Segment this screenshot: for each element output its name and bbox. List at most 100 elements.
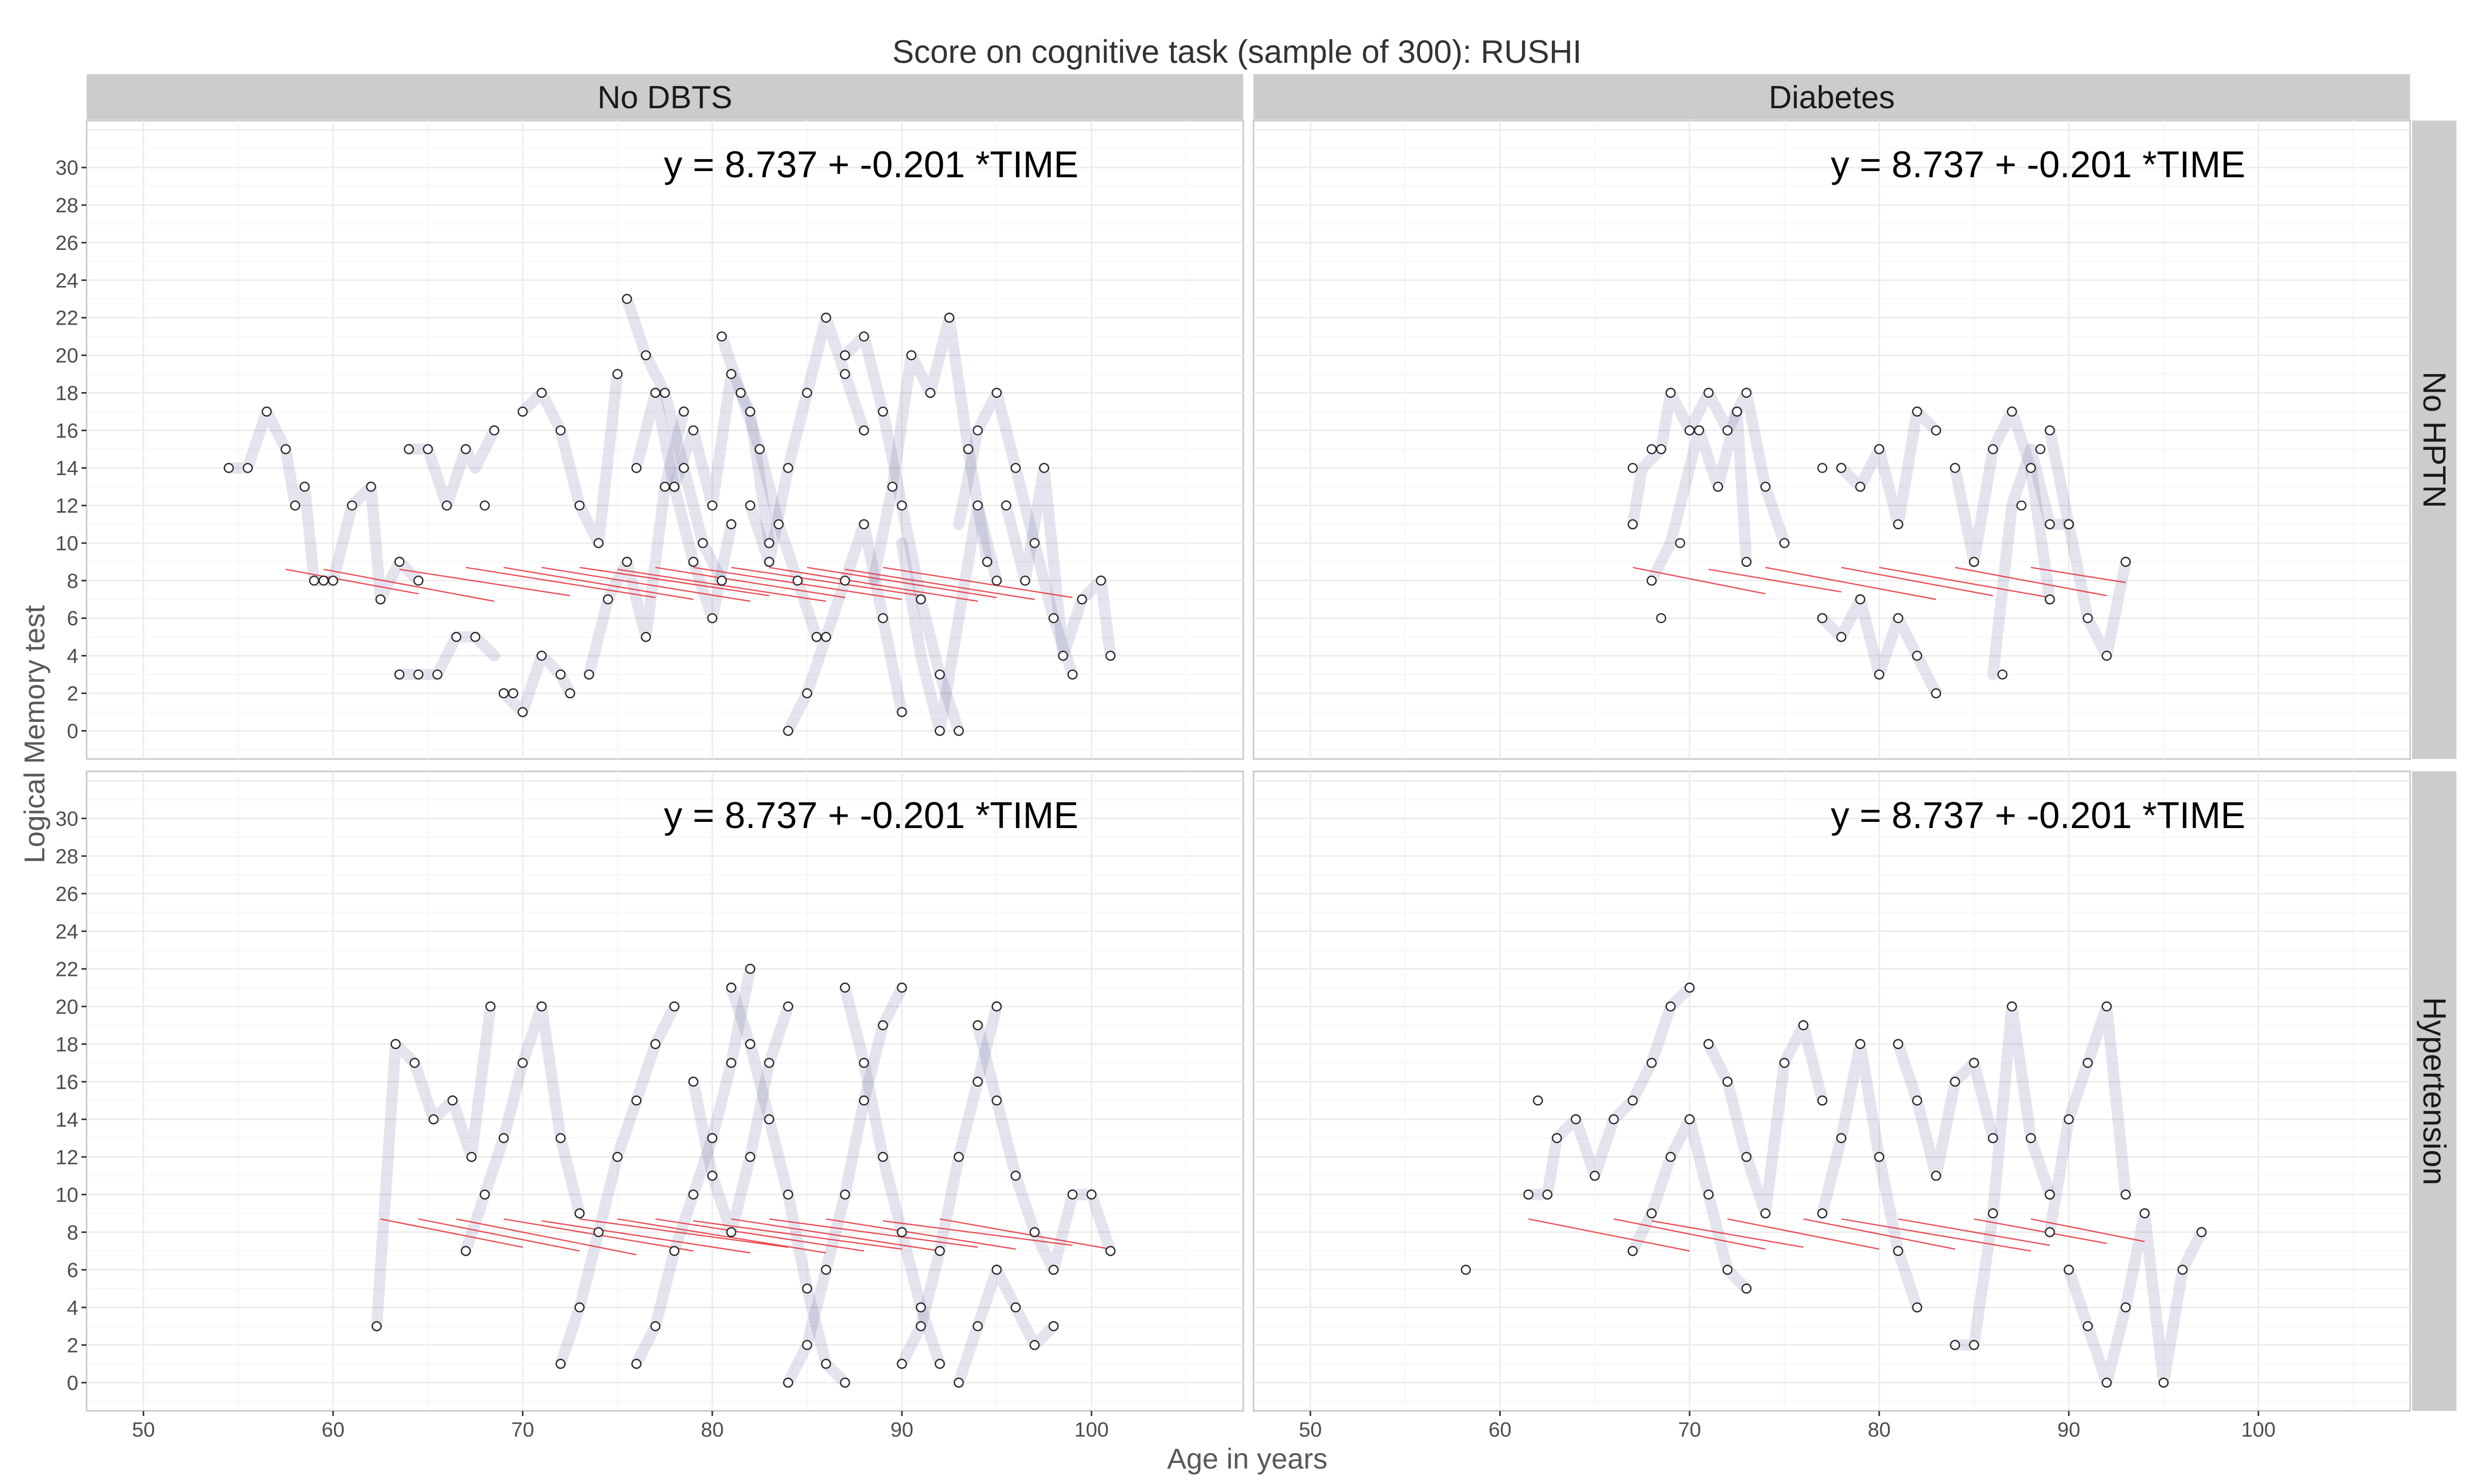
data-point <box>1722 1076 1733 1087</box>
fitted-line <box>1651 1220 1804 1248</box>
data-point <box>404 444 414 454</box>
data-point <box>413 576 424 586</box>
data-point <box>2016 500 2027 511</box>
trajectory-line <box>839 982 946 1370</box>
trajectory-line <box>1949 406 2055 605</box>
y-tick-label: 2 <box>67 1334 78 1357</box>
data-point <box>878 407 888 417</box>
data-point <box>1760 481 1770 492</box>
fitted-line <box>1841 1218 2031 1252</box>
data-point <box>1570 1114 1581 1124</box>
data-point <box>859 519 869 530</box>
x-tick-label: 50 <box>132 1419 155 1441</box>
data-point <box>461 444 471 454</box>
y-tick-label: 30 <box>56 157 79 179</box>
data-point <box>390 1039 401 1049</box>
data-point <box>1741 1152 1752 1162</box>
data-point <box>1893 519 1903 530</box>
fitted-line <box>1898 1218 2050 1246</box>
data-point <box>1048 1264 1059 1275</box>
data-point <box>2082 1058 2093 1068</box>
data-point <box>2196 1227 2207 1237</box>
data-point <box>1732 407 1742 417</box>
fitted-line <box>1613 1218 1766 1250</box>
data-point <box>1067 1189 1078 1200</box>
y-tick-label: 12 <box>56 495 79 517</box>
fitted-line <box>1727 1218 1880 1250</box>
data-point <box>517 707 528 717</box>
trajectory-line <box>1646 406 1752 586</box>
data-point <box>574 500 585 511</box>
data-point <box>641 632 651 642</box>
data-point <box>1656 444 1666 454</box>
y-tick-label: 28 <box>56 845 79 868</box>
data-point <box>1836 463 1847 473</box>
fitted-line <box>2031 567 2126 583</box>
data-point <box>2177 1264 2188 1275</box>
data-point <box>1760 1208 1770 1219</box>
data-point <box>764 1114 775 1124</box>
data-point <box>622 294 632 304</box>
fitted-line <box>882 1220 1073 1246</box>
y-tick-label: 26 <box>56 232 79 255</box>
data-point <box>878 613 888 623</box>
data-point <box>802 387 812 398</box>
data-point <box>1523 1189 1534 1200</box>
y-tick-label: 20 <box>56 345 79 367</box>
fitted-line <box>882 567 1073 598</box>
data-point <box>1628 463 1638 473</box>
fitted-line <box>579 567 770 597</box>
data-point <box>1741 387 1752 398</box>
data-point <box>707 500 717 511</box>
fitted-lines <box>1528 1218 2145 1252</box>
y-tick-label: 18 <box>56 382 79 404</box>
data-point <box>2101 1377 2112 1388</box>
data-point <box>2064 519 2074 530</box>
fitted-lines <box>1632 567 2126 600</box>
data-point <box>1713 481 1723 492</box>
data-point <box>537 387 547 398</box>
data-point <box>783 726 793 736</box>
trajectory-line <box>668 368 775 549</box>
strip-label: Hypertension <box>2416 997 2452 1185</box>
data-points <box>224 294 1116 736</box>
trajectory-line <box>630 387 737 624</box>
data-point <box>1675 538 1685 548</box>
data-point <box>309 576 320 586</box>
data-point <box>1817 1095 1828 1106</box>
data-point <box>451 632 462 642</box>
data-point <box>878 1020 888 1031</box>
data-point <box>726 369 737 379</box>
data-point <box>1665 1001 1676 1011</box>
trajectory-line <box>688 1001 794 1238</box>
data-point <box>934 669 945 680</box>
data-point <box>821 1264 831 1275</box>
data-point <box>1893 1246 1903 1256</box>
data-point <box>1722 425 1733 435</box>
data-point <box>447 1095 458 1106</box>
data-point <box>2082 1321 2093 1331</box>
panel-background <box>1252 770 2411 1412</box>
data-point <box>688 425 698 435</box>
strip-background <box>2412 121 2456 759</box>
y-tick-label: 0 <box>67 1372 78 1394</box>
y-tick-label: 18 <box>56 1033 79 1056</box>
data-point <box>375 594 386 604</box>
data-point <box>1684 425 1695 435</box>
data-point <box>679 463 689 473</box>
data-point <box>1987 1133 1998 1143</box>
data-point <box>650 387 661 398</box>
data-point <box>897 1227 907 1237</box>
data-point <box>347 500 357 511</box>
data-point <box>1048 1321 1059 1331</box>
data-point <box>1798 1020 1809 1031</box>
data-point <box>1855 594 1865 604</box>
data-point <box>2007 407 2017 417</box>
data-point <box>802 1340 812 1350</box>
data-point <box>1950 1076 1960 1087</box>
y-tick-label: 16 <box>56 419 79 442</box>
data-point <box>2045 1227 2055 1237</box>
data-point <box>1912 407 1923 417</box>
data-point <box>290 500 300 511</box>
data-point <box>982 556 993 567</box>
